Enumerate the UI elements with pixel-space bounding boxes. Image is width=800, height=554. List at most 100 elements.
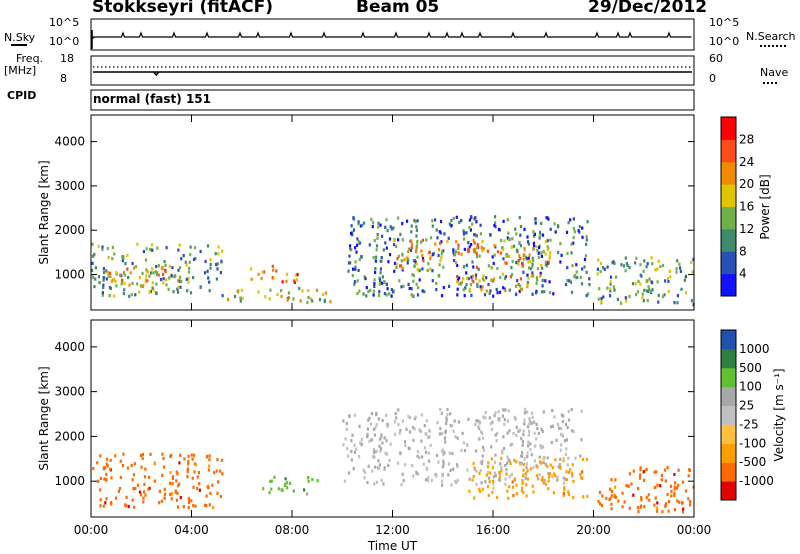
velocity-ytick-label: 4000 [54,340,85,354]
heatmap-cell [569,280,573,284]
heatmap-cell [463,247,466,251]
heatmap-cell [510,266,513,270]
heatmap-cell [624,296,627,300]
nsky-legend-line [11,44,27,46]
heatmap-cell [122,452,125,456]
heatmap-cell [106,246,109,251]
heatmap-cell [566,266,569,270]
heatmap-cell [530,453,533,457]
heatmap-cell [504,408,507,412]
heatmap-cell [676,259,679,263]
heatmap-cell [149,289,152,294]
heatmap-cell [434,242,437,246]
heatmap-cell [544,462,547,466]
heatmap-cell [391,226,394,230]
power-ytick-label: 2000 [54,223,85,237]
heatmap-cell [552,491,555,495]
heatmap-cell [645,496,648,500]
heatmap-cell [536,278,539,282]
heatmap-cell [477,267,480,271]
heatmap-cell [456,293,459,297]
heatmap-cell [475,251,478,255]
heatmap-cell [523,418,526,422]
heatmap-cell [123,281,126,286]
heatmap-cell [673,481,677,485]
nsearch-bottom-tick: 10^0 [709,35,740,48]
heatmap-cell [474,247,477,251]
heatmap-cell [203,271,207,275]
heatmap-cell [175,498,179,502]
heatmap-cell [170,497,173,501]
heatmap-cell [148,475,151,479]
heatmap-cell [192,485,195,489]
heatmap-cell [597,500,600,504]
heatmap-cell [386,287,389,291]
heatmap-cell [523,411,527,415]
cpid-label: CPID [7,89,37,102]
heatmap-cell [165,278,168,282]
heatmap-cell [171,266,174,270]
heatmap-cell [453,419,456,423]
heatmap-cell [647,285,650,289]
heatmap-cell [377,293,381,297]
heatmap-cell [526,273,529,277]
heatmap-cell [522,468,525,472]
heatmap-cell [403,440,407,444]
heatmap-cell [117,489,120,493]
heatmap-cell [522,491,525,495]
heatmap-cell [564,477,567,481]
heatmap-cell [380,435,383,439]
heatmap-cell [395,265,398,270]
heatmap-cell [378,463,381,467]
heatmap-cell [529,467,532,471]
heatmap-cell [106,271,109,275]
heatmap-cell [280,488,283,492]
heatmap-cell [637,279,640,283]
heatmap-cell [609,487,612,491]
heatmap-cell [355,250,358,254]
heatmap-cell [656,506,659,510]
heatmap-cell [622,264,626,268]
heatmap-cell [445,418,448,422]
heatmap-cell [499,462,502,466]
heatmap-cell [382,248,385,252]
heatmap-cell [441,249,444,254]
heatmap-cell [393,269,396,273]
heatmap-cell [91,261,94,265]
heatmap-cell [383,280,386,284]
heatmap-cell [636,506,640,510]
heatmap-cell [511,259,514,264]
heatmap-cell [144,467,147,471]
heatmap-cell [138,276,141,280]
heatmap-cell [587,292,590,296]
heatmap-cell [610,507,613,511]
heatmap-cell [456,275,459,279]
heatmap-cell [513,458,516,462]
heatmap-cell [411,273,414,277]
heatmap-cell [457,251,460,255]
heatmap-cell [581,457,585,461]
heatmap-cell [534,221,537,225]
heatmap-cell [495,439,498,443]
heatmap-cell [560,253,563,257]
heatmap-cell [490,445,493,449]
heatmap-cell [434,218,437,222]
heatmap-cell [514,284,518,288]
heatmap-cell [407,446,410,450]
heatmap-cell [479,489,482,494]
heatmap-cell [162,277,165,281]
heatmap-cell [566,426,569,430]
heatmap-cell [358,424,361,428]
heatmap-cell [532,230,535,234]
heatmap-cell [511,480,514,484]
heatmap-cell [541,429,544,433]
heatmap-cell [609,496,612,501]
heatmap-cell [572,495,575,500]
heatmap-cell [119,273,122,277]
heatmap-cell [373,450,376,455]
heatmap-cell [216,262,219,266]
heatmap-cell [93,285,96,289]
heatmap-cell [500,238,503,243]
heatmap-cell [349,246,352,251]
